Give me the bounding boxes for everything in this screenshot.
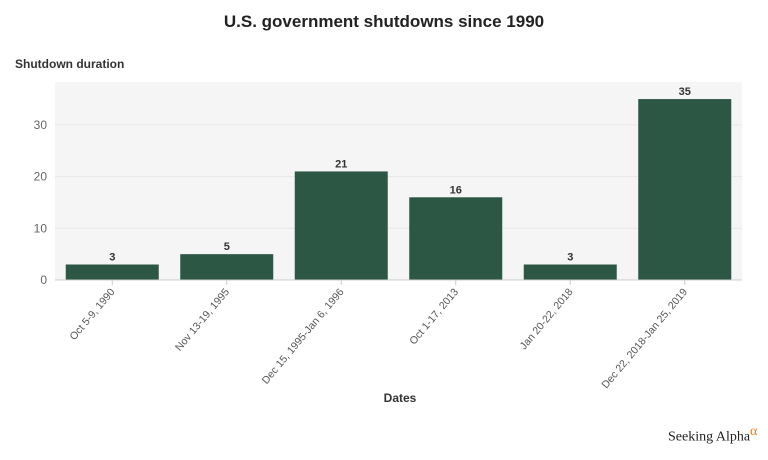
bar [638, 99, 732, 280]
x-tick-label: Jan 20-22, 2018 [518, 286, 576, 352]
data-label: 5 [224, 241, 230, 253]
bar [180, 254, 274, 280]
brand-name: Seeking Alpha [668, 429, 751, 445]
x-tick-label: Dec 22, 2018-Jan 25, 2019 [599, 286, 690, 391]
bar [523, 264, 617, 280]
data-label: 21 [335, 158, 347, 170]
data-label: 16 [450, 184, 462, 196]
y-tick-label: 20 [34, 170, 48, 184]
x-tick-label: Oct 5-9, 1990 [67, 286, 117, 343]
bar [65, 264, 159, 280]
plot-area [55, 82, 742, 280]
data-label: 35 [679, 86, 691, 98]
x-tick-label: Oct 1-17, 2013 [407, 286, 461, 347]
y-tick-label: 0 [40, 273, 47, 287]
chart-title: U.S. government shutdowns since 1990 [223, 12, 545, 31]
data-label: 3 [567, 251, 573, 263]
y-axis-label: Shutdown duration [15, 57, 125, 71]
bar [409, 197, 503, 280]
bar [294, 171, 388, 280]
brand-alpha-mark: α [750, 424, 758, 439]
x-axis-label: Dates [383, 391, 417, 405]
y-tick-label: 30 [34, 118, 48, 132]
x-tick-label: Nov 13-19, 1995 [173, 286, 232, 353]
x-tick-label: Dec 15, 1995-Jan 6, 1996 [260, 286, 347, 386]
y-tick-label: 10 [34, 221, 48, 235]
seeking-alpha-logo: Seeking Alphaα [668, 424, 757, 446]
data-label: 3 [109, 251, 115, 263]
